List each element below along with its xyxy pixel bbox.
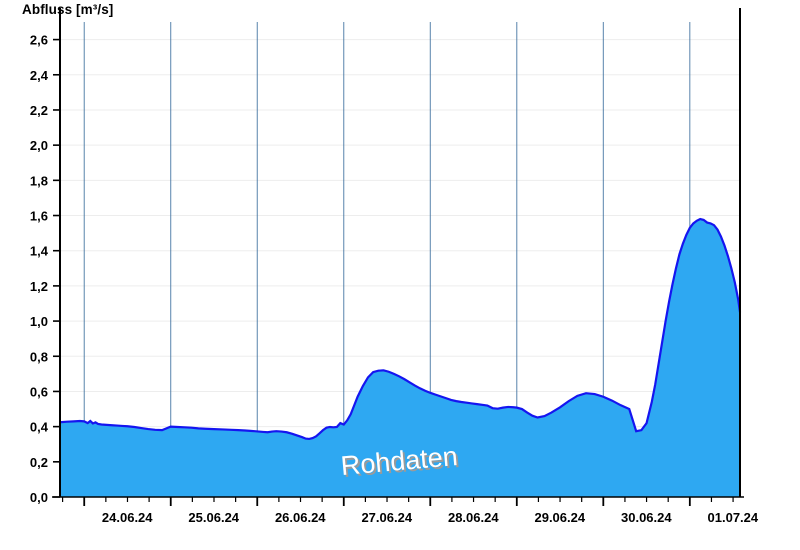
y-tick-label: 1,6 (30, 209, 48, 224)
x-tick-label: 27.06.24 (361, 510, 412, 525)
y-axis-title: Abfluss [m³/s] (22, 2, 114, 17)
x-tick-label: 30.06.24 (621, 510, 672, 525)
x-axis-ticks (61, 497, 734, 506)
x-tick-label: 25.06.24 (188, 510, 239, 525)
x-tick-label: 26.06.24 (275, 510, 326, 525)
y-tick-label: 1,0 (30, 314, 48, 329)
y-tick-label: 0,8 (30, 349, 48, 364)
y-tick-label: 1,4 (30, 244, 49, 259)
y-tick-label: 1,2 (30, 279, 48, 294)
gridlines (60, 39, 740, 463)
y-tick-label: 2,2 (30, 103, 48, 118)
y-tick-label: 0,2 (30, 455, 48, 470)
x-axis-tick-labels: 24.06.24 25.06.24 26.06.24 27.06.24 28.06.24… (102, 510, 759, 525)
discharge-line (59, 217, 742, 441)
y-tick-label: 2,0 (30, 138, 48, 153)
y-axis-tick-labels: 0,0 0,2 0,4 0,6 0,8 1,0 1,2 1,4 1,6 1,8 2,0 2,2 2,4 2… (30, 33, 49, 505)
y-tick-label: 2,6 (30, 33, 48, 48)
y-tick-label: 0,4 (30, 420, 49, 435)
x-tick-label: 28.06.24 (448, 510, 499, 525)
y-tick-label: 0,0 (30, 490, 48, 505)
y-tick-label: 0,6 (30, 384, 48, 399)
x-tick-label: 24.06.24 (102, 510, 153, 525)
x-tick-label: 01.07.24 (708, 510, 759, 525)
discharge-area-series (59, 217, 742, 498)
x-tick-label: 29.06.24 (534, 510, 585, 525)
y-axis-ticks (53, 38, 60, 498)
y-tick-label: 1,8 (30, 173, 48, 188)
axes (52, 8, 744, 498)
y-tick-label: 2,4 (30, 68, 49, 83)
discharge-area-fill (60, 219, 740, 498)
